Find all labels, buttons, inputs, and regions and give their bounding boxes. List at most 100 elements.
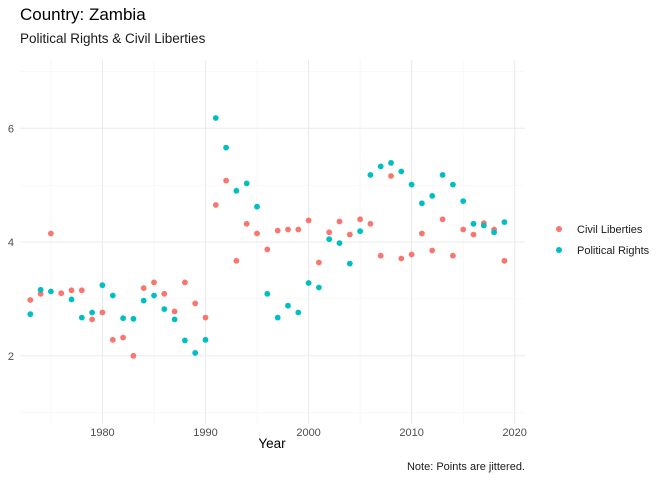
point-civil-liberties: [367, 220, 374, 227]
point-civil-liberties: [460, 226, 467, 233]
point-civil-liberties: [78, 287, 85, 294]
point-civil-liberties: [192, 300, 199, 307]
point-civil-liberties: [27, 297, 34, 303]
point-political-rights: [223, 144, 230, 151]
point-political-rights: [336, 240, 343, 247]
point-civil-liberties: [501, 257, 508, 264]
point-civil-liberties: [450, 252, 456, 259]
x-tick-label: 2010: [399, 427, 423, 439]
point-political-rights: [480, 222, 487, 229]
legend-key-civil-liberties: [556, 226, 562, 232]
point-political-rights: [388, 160, 394, 166]
point-political-rights: [182, 337, 188, 344]
point-political-rights: [151, 292, 157, 299]
legend-label-political-rights: Political Rights: [577, 245, 650, 257]
point-political-rights: [161, 306, 168, 312]
point-political-rights: [398, 168, 405, 175]
point-political-rights: [450, 181, 456, 188]
point-political-rights: [501, 219, 508, 226]
point-political-rights: [377, 163, 384, 170]
point-political-rights: [326, 236, 333, 243]
point-political-rights: [429, 193, 436, 199]
point-political-rights: [419, 200, 425, 207]
point-civil-liberties: [346, 231, 353, 238]
point-civil-liberties: [37, 290, 44, 297]
point-civil-liberties: [130, 352, 137, 359]
point-civil-liberties: [264, 246, 271, 253]
point-political-rights: [367, 172, 374, 178]
point-political-rights: [274, 314, 281, 321]
point-political-rights: [491, 229, 497, 236]
axis-ticks: 1980 1990 2000 2010 2020 2 4 6: [8, 123, 527, 439]
point-political-rights: [346, 260, 353, 267]
point-political-rights: [48, 288, 54, 295]
point-political-rights: [37, 286, 44, 293]
point-political-rights: [254, 203, 260, 210]
point-political-rights: [316, 284, 322, 291]
point-civil-liberties: [285, 226, 291, 233]
point-civil-liberties: [99, 309, 106, 316]
point-civil-liberties: [223, 177, 230, 184]
point-political-rights: [357, 228, 363, 235]
legend: Civil Liberties Political Rights: [556, 224, 650, 257]
point-political-rights: [233, 187, 240, 194]
point-political-rights: [243, 180, 250, 187]
point-civil-liberties: [212, 202, 219, 208]
point-political-rights: [408, 181, 415, 188]
point-civil-liberties: [161, 290, 168, 297]
point-civil-liberties: [295, 226, 302, 233]
point-civil-liberties: [419, 230, 425, 237]
x-tick-label: 2020: [502, 427, 526, 439]
x-axis-title: Year: [258, 436, 286, 451]
point-civil-liberties: [429, 247, 436, 254]
point-political-rights: [130, 315, 137, 322]
point-political-rights: [264, 290, 271, 297]
point-political-rights: [171, 316, 178, 323]
point-political-rights: [212, 115, 219, 121]
point-civil-liberties: [316, 259, 322, 266]
point-civil-liberties: [58, 290, 65, 297]
grid: [20, 60, 525, 424]
point-civil-liberties: [233, 257, 240, 264]
point-civil-liberties: [182, 279, 188, 286]
point-political-rights: [460, 198, 467, 205]
point-political-rights: [285, 302, 291, 309]
point-political-rights: [202, 336, 209, 343]
chart-subtitle: Political Rights & Civil Liberties: [20, 31, 206, 46]
chart-title: Country: Zambia: [20, 5, 146, 24]
point-civil-liberties: [377, 252, 384, 259]
y-tick-label: 6: [8, 123, 14, 135]
point-political-rights: [89, 309, 95, 316]
y-tick-label: 4: [8, 237, 14, 249]
point-political-rights: [68, 296, 75, 303]
point-political-rights: [439, 172, 446, 178]
point-political-rights: [305, 280, 312, 286]
point-political-rights: [192, 350, 199, 356]
x-tick-label: 1990: [193, 427, 217, 439]
point-political-rights: [470, 220, 477, 227]
point-civil-liberties: [68, 287, 75, 294]
point-civil-liberties: [274, 227, 281, 234]
point-political-rights: [109, 292, 116, 299]
point-civil-liberties: [357, 216, 363, 223]
point-civil-liberties: [388, 173, 394, 179]
point-civil-liberties: [408, 251, 415, 258]
point-civil-liberties: [140, 285, 147, 291]
point-civil-liberties: [151, 279, 157, 286]
point-civil-liberties: [254, 230, 260, 237]
legend-label-civil-liberties: Civil Liberties: [577, 224, 643, 236]
point-political-rights: [99, 282, 106, 289]
point-civil-liberties: [243, 220, 250, 227]
point-political-rights: [140, 297, 147, 304]
point-civil-liberties: [109, 336, 116, 343]
point-civil-liberties: [89, 316, 95, 323]
point-civil-liberties: [171, 308, 178, 315]
x-tick-label: 2000: [296, 427, 320, 439]
y-tick-label: 2: [8, 351, 14, 363]
point-civil-liberties: [439, 216, 446, 223]
point-civil-liberties: [202, 314, 209, 321]
point-political-rights: [78, 314, 85, 321]
point-political-rights: [27, 311, 34, 318]
point-civil-liberties: [398, 255, 405, 262]
